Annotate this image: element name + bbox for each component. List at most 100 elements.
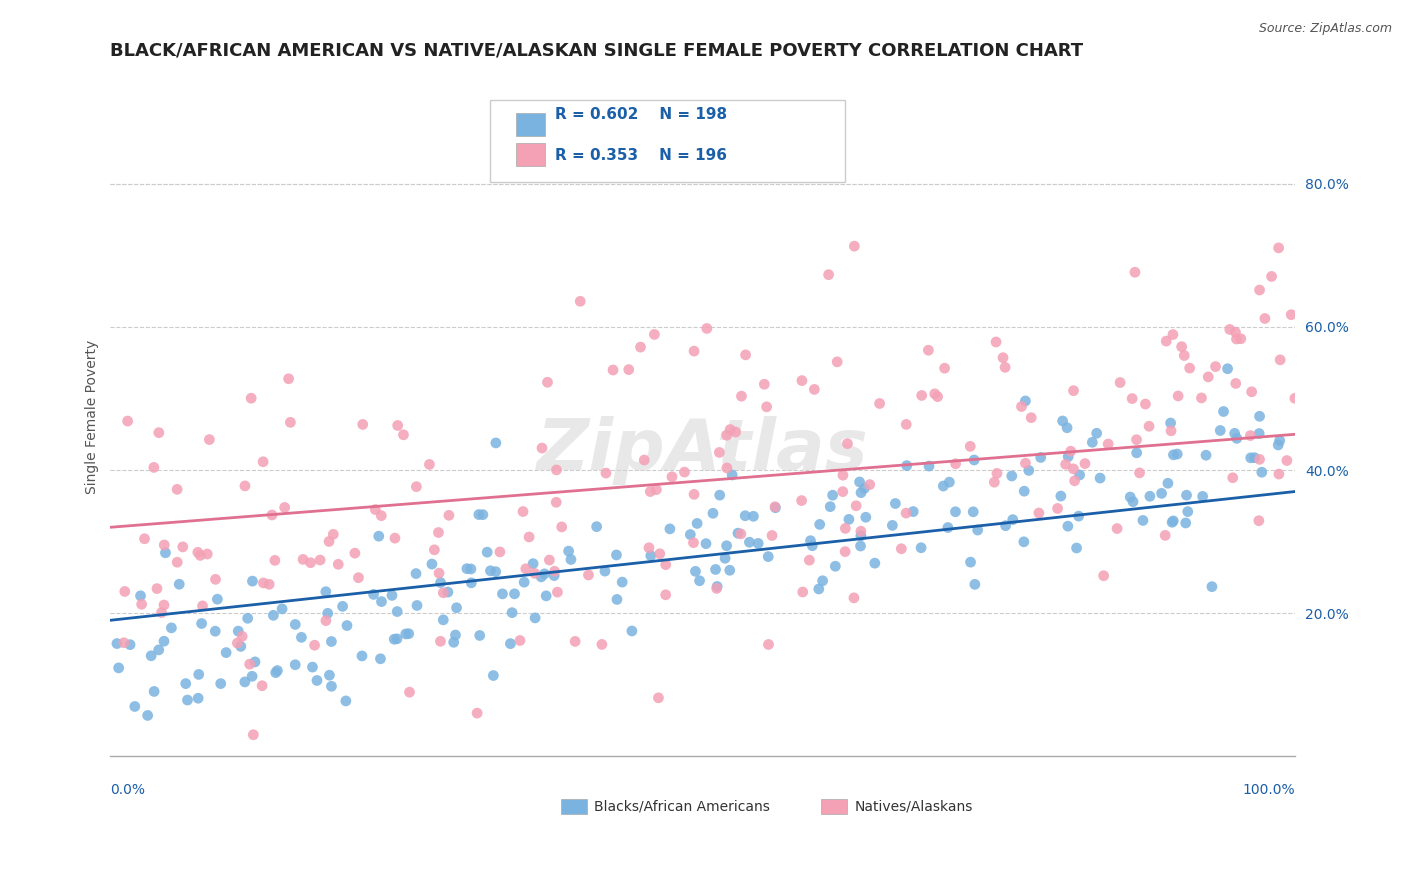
Point xyxy=(1191,489,1213,503)
Point xyxy=(734,348,756,362)
Point xyxy=(756,549,779,564)
Point xyxy=(966,523,988,537)
Point xyxy=(716,428,738,442)
Point xyxy=(503,587,526,601)
Point xyxy=(934,361,956,376)
Point xyxy=(1150,486,1173,500)
Point xyxy=(1219,322,1241,336)
Text: BLACK/AFRICAN AMERICAN VS NATIVE/ALASKAN SINGLE FEMALE POVERTY CORRELATION CHART: BLACK/AFRICAN AMERICAN VS NATIVE/ALASKAN… xyxy=(111,42,1084,60)
Point xyxy=(845,499,868,513)
Point xyxy=(585,519,607,533)
Point xyxy=(557,544,579,558)
Point xyxy=(336,618,359,632)
Point xyxy=(273,500,295,515)
Point xyxy=(709,488,731,502)
Point xyxy=(959,555,981,569)
Point xyxy=(1011,400,1033,414)
Point xyxy=(347,571,370,585)
Point xyxy=(260,508,283,522)
Point xyxy=(640,549,662,563)
Point xyxy=(385,632,408,646)
Point xyxy=(1268,467,1291,481)
Point xyxy=(716,461,738,475)
Point xyxy=(187,545,209,559)
Point xyxy=(530,441,553,455)
Point xyxy=(560,552,582,566)
Point xyxy=(1062,462,1084,476)
Point xyxy=(578,568,600,582)
Point xyxy=(917,343,939,358)
Point xyxy=(316,607,339,621)
Point xyxy=(204,572,226,586)
Point xyxy=(1175,488,1198,502)
Point xyxy=(515,562,537,576)
Point xyxy=(986,467,1008,481)
Text: R = 0.602    N = 198: R = 0.602 N = 198 xyxy=(555,107,727,122)
Point xyxy=(468,628,491,642)
Point xyxy=(1081,435,1104,450)
Text: Natives/Alaskans: Natives/Alaskans xyxy=(855,799,973,814)
Point xyxy=(512,504,534,518)
Point xyxy=(1209,424,1232,438)
Point xyxy=(1267,438,1289,452)
Point xyxy=(301,660,323,674)
Point xyxy=(1254,311,1277,326)
Point xyxy=(1225,376,1247,391)
Point xyxy=(1014,456,1036,470)
Point xyxy=(446,600,468,615)
Point xyxy=(174,676,197,690)
Point xyxy=(1195,448,1218,462)
Point xyxy=(1212,404,1234,418)
Point xyxy=(595,466,617,480)
Point xyxy=(284,657,307,672)
Point xyxy=(754,377,776,392)
Point xyxy=(485,565,508,579)
Point xyxy=(945,505,967,519)
Point xyxy=(1161,327,1184,342)
Point xyxy=(1268,434,1291,448)
Point xyxy=(153,538,176,552)
Point xyxy=(894,506,917,520)
Point xyxy=(550,520,572,534)
Point xyxy=(264,553,287,567)
Point xyxy=(790,493,813,508)
Point xyxy=(824,559,846,574)
Point xyxy=(747,536,769,550)
Point xyxy=(155,546,177,560)
Point xyxy=(482,668,505,682)
Point xyxy=(849,529,872,543)
Point xyxy=(292,552,315,566)
Point xyxy=(645,483,668,497)
Point xyxy=(406,599,429,613)
Point xyxy=(1012,534,1035,549)
Point xyxy=(564,634,586,648)
Point xyxy=(112,636,135,650)
Point xyxy=(172,540,194,554)
Point xyxy=(432,613,454,627)
Point xyxy=(209,676,232,690)
Point xyxy=(501,606,523,620)
Point xyxy=(1216,361,1239,376)
Point xyxy=(543,568,565,582)
Point xyxy=(1121,392,1143,406)
Point xyxy=(363,587,385,601)
Point xyxy=(1157,476,1180,491)
Point xyxy=(1052,414,1074,428)
Point xyxy=(647,690,669,705)
Point xyxy=(299,556,322,570)
Point xyxy=(262,608,284,623)
Point xyxy=(842,591,865,605)
Text: R = 0.353    N = 196: R = 0.353 N = 196 xyxy=(555,148,727,163)
Point xyxy=(761,528,783,542)
Point xyxy=(936,520,959,534)
Point xyxy=(1109,376,1132,390)
Point xyxy=(1247,514,1270,528)
Point xyxy=(704,562,727,576)
Point xyxy=(689,574,711,588)
Point xyxy=(755,400,778,414)
Point xyxy=(602,363,624,377)
Point xyxy=(799,533,821,548)
Point xyxy=(605,548,627,562)
Point xyxy=(817,268,839,282)
Point xyxy=(1088,471,1111,485)
